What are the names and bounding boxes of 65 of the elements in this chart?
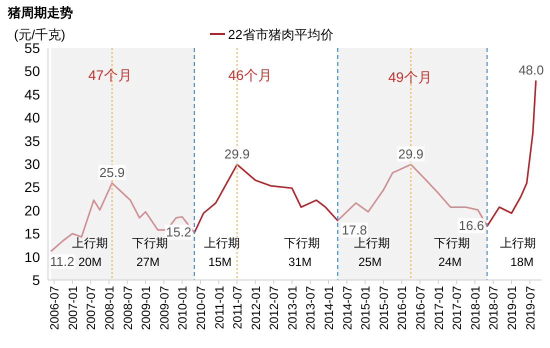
annotation: 48.0 [518, 62, 544, 78]
ytick: 25 [24, 179, 40, 196]
annotation: 18M [510, 255, 534, 269]
annotation: 下行期 [284, 236, 320, 250]
xtick: 2014-07 [340, 286, 354, 330]
ytick: 15 [24, 226, 40, 242]
ytick: 10 [24, 248, 40, 265]
xtick: 2016-01 [395, 286, 410, 330]
annotation: 上行期 [204, 236, 240, 250]
annotation: 15M [208, 255, 232, 269]
xtick: 2015-01 [358, 286, 373, 330]
xtick: 2011-01 [212, 286, 226, 330]
xtick: 2012-07 [267, 286, 282, 330]
annotation: 下行期 [132, 236, 168, 250]
xtick: 2012-01 [248, 286, 263, 330]
annotation: 31M [288, 255, 312, 269]
annotation: 上行期 [500, 236, 536, 250]
annotation: 17.8 [342, 222, 367, 238]
ytick: 30 [24, 156, 40, 172]
xtick: 2017-07 [450, 286, 464, 330]
ytick: 40 [24, 110, 40, 126]
ytick: 35 [24, 132, 40, 149]
annotation: 11.2 [50, 254, 74, 270]
annotation: 25.9 [99, 165, 125, 180]
annotation: 20M [78, 255, 102, 269]
xtick: 2017-01 [432, 286, 446, 330]
annotation: 上行期 [72, 236, 108, 250]
xtick: 2008-01 [102, 286, 116, 330]
annotation: 47个月 [88, 67, 132, 83]
xtick: 2013-07 [304, 286, 318, 330]
xtick: 2010-01 [176, 286, 190, 330]
xtick: 2014-01 [322, 286, 336, 330]
xtick: 2013-01 [285, 286, 300, 330]
annotation: 25M [358, 255, 382, 269]
annotation: 下行期 [434, 236, 470, 250]
xtick: 2011-07 [230, 286, 245, 330]
ytick: 55 [24, 40, 40, 56]
ytick: 20 [24, 202, 40, 218]
annotation: 27M [136, 255, 160, 269]
ytick: 45 [24, 86, 40, 102]
xtick: 2019-07 [523, 286, 538, 330]
xtick: 2008-07 [120, 286, 135, 330]
xtick: 2018-01 [468, 286, 482, 330]
xtick: 2009-01 [139, 286, 154, 330]
annotation: 24M [438, 255, 462, 269]
xtick: 2016-07 [414, 286, 428, 330]
annotation: 16.6 [458, 218, 484, 234]
xtick: 2015-07 [376, 286, 391, 330]
annotation: 29.9 [398, 146, 424, 162]
annotation: 29.9 [224, 146, 250, 162]
xtick: 2010-07 [194, 286, 208, 330]
ytick: 50 [24, 63, 40, 80]
title: 猪周期走势 [8, 5, 73, 20]
annotation: 上行期 [354, 236, 390, 250]
xtick: 2007-07 [84, 286, 98, 330]
annotation: 46个月 [228, 67, 272, 83]
xtick: 2018-07 [486, 286, 501, 330]
xtick: 2009-07 [157, 286, 172, 330]
annotation: 15.2 [166, 224, 192, 240]
annotation: 49个月 [388, 69, 432, 85]
ylabel: (元/千克) [14, 27, 66, 42]
ytick: 5 [32, 272, 40, 288]
xtick: 2019-01 [505, 286, 519, 330]
xtick: 2006-07 [48, 286, 62, 330]
xtick: 2007-01 [66, 286, 80, 330]
